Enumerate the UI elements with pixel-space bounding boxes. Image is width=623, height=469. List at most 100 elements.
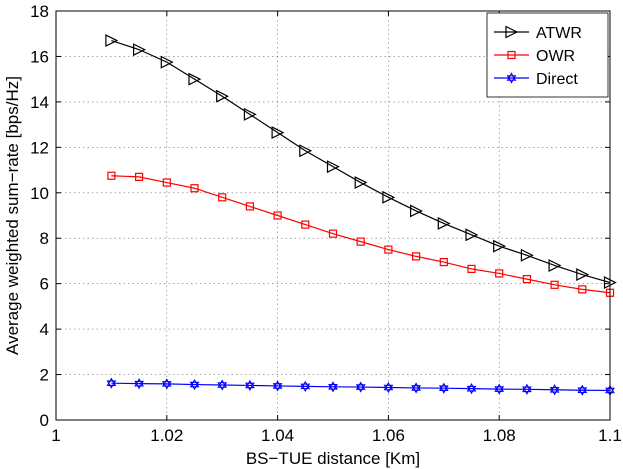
data-point-direct — [161, 378, 172, 390]
legend-label-atwr: ATWR — [536, 25, 582, 42]
data-point-direct-up — [189, 378, 200, 388]
data-point-atwr — [105, 34, 119, 48]
series-direct — [106, 377, 615, 397]
series-atwr — [105, 34, 617, 290]
data-point-owr — [273, 211, 282, 220]
data-point-owr — [135, 172, 144, 181]
x-tick-label: 1.04 — [261, 426, 294, 445]
data-point-direct-up — [411, 382, 421, 391]
data-point-direct-down — [494, 386, 505, 395]
x-tick-label: 1.02 — [150, 426, 183, 445]
y-tick-label: 0 — [40, 411, 49, 430]
data-point-direct-down — [189, 381, 200, 391]
data-point-direct — [383, 381, 394, 394]
x-axis-label: BS−TUE distance [Km] — [246, 449, 420, 468]
y-tick-label: 12 — [30, 138, 49, 157]
legend-marker-direct-up — [506, 72, 517, 81]
data-point-direct — [134, 378, 144, 390]
series-line-atwr — [111, 39, 611, 284]
series-group — [105, 34, 617, 397]
legend-label-owr: OWR — [536, 48, 575, 65]
x-tick-label: 1.08 — [483, 426, 516, 445]
data-point-direct-down — [217, 382, 228, 391]
x-tick-label: 1.1 — [598, 426, 622, 445]
data-point-direct-down — [522, 386, 532, 395]
data-point-direct — [189, 378, 200, 391]
legend-marker-atwr — [505, 25, 519, 39]
legend-item-direct: Direct — [494, 71, 578, 88]
data-point-owr — [495, 269, 504, 278]
data-point-direct — [106, 377, 117, 389]
series-line-owr — [111, 175, 611, 294]
y-axis-label: Average weighted sum−rate [bps/Hz] — [3, 76, 22, 355]
data-point-direct-down — [245, 382, 255, 392]
data-point-direct-up — [161, 378, 172, 387]
data-point-direct-up — [217, 379, 228, 388]
data-point-direct-up — [549, 384, 560, 393]
data-point-owr — [107, 171, 116, 180]
data-point-direct-up — [134, 378, 144, 387]
plot-frame — [55, 10, 611, 421]
data-point-direct-up — [300, 380, 311, 390]
y-tick-label: 18 — [30, 2, 49, 21]
data-point-direct-up — [245, 379, 255, 389]
data-point-owr — [522, 275, 532, 284]
series-line-direct — [111, 382, 611, 392]
data-point-direct-up — [328, 381, 338, 390]
y-tick-label: 2 — [40, 366, 49, 385]
data-point-direct — [494, 383, 505, 395]
data-point-owr — [384, 245, 393, 254]
legend: ATWR OWR Direct — [486, 12, 609, 98]
data-point-atwr — [576, 268, 590, 282]
data-point-atwr — [188, 72, 202, 86]
x-tick-label: 1.06 — [372, 426, 405, 445]
data-point-owr — [190, 184, 199, 193]
data-point-atwr — [216, 89, 230, 103]
data-point-direct-down — [411, 385, 421, 394]
axis-ticks: 1 1.02 1.04 1.06 1.08 1.1 0 2 4 6 8 10 12 14 16 18 — [30, 2, 622, 445]
data-point-direct — [549, 384, 560, 396]
data-point-direct — [411, 382, 421, 394]
data-point-owr — [301, 220, 310, 229]
data-point-direct-down — [300, 383, 311, 392]
data-point-owr — [467, 264, 476, 273]
data-point-direct-down — [577, 387, 588, 396]
legend-item-atwr: ATWR — [494, 25, 582, 42]
y-tick-label: 6 — [40, 275, 49, 294]
legend-marker-owr — [507, 50, 516, 60]
x-tick-label: 1 — [51, 426, 60, 445]
data-point-atwr — [271, 126, 285, 140]
data-point-direct-down — [272, 383, 283, 392]
data-point-atwr — [548, 259, 562, 272]
data-point-atwr — [326, 160, 340, 174]
data-point-owr — [218, 193, 227, 202]
y-tick-label: 16 — [30, 47, 49, 66]
data-point-atwr — [160, 55, 174, 69]
data-point-direct-down — [466, 385, 477, 395]
legend-marker-direct-down — [506, 75, 517, 84]
data-point-direct — [466, 383, 477, 395]
data-point-owr — [578, 285, 587, 294]
data-point-direct-down — [134, 380, 144, 390]
data-point-direct — [245, 379, 255, 392]
data-point-direct-down — [328, 384, 338, 393]
data-point-direct-down — [161, 381, 172, 390]
data-point-atwr — [243, 107, 257, 121]
data-point-direct-down — [355, 384, 366, 393]
y-tick-label: 8 — [40, 229, 49, 248]
data-point-owr — [439, 257, 448, 267]
y-tick-label: 4 — [40, 320, 49, 339]
data-point-atwr — [382, 190, 396, 204]
y-tick-label: 10 — [30, 184, 49, 203]
data-point-direct — [577, 384, 588, 396]
data-point-direct — [438, 382, 449, 394]
data-point-direct-down — [383, 384, 394, 394]
data-point-atwr — [437, 216, 451, 230]
data-point-direct — [522, 383, 532, 395]
data-point-direct — [272, 380, 283, 392]
data-point-direct — [328, 381, 338, 393]
legend-item-owr: OWR — [494, 48, 575, 65]
data-point-direct-up — [577, 384, 588, 394]
data-point-direct-up — [272, 380, 283, 389]
